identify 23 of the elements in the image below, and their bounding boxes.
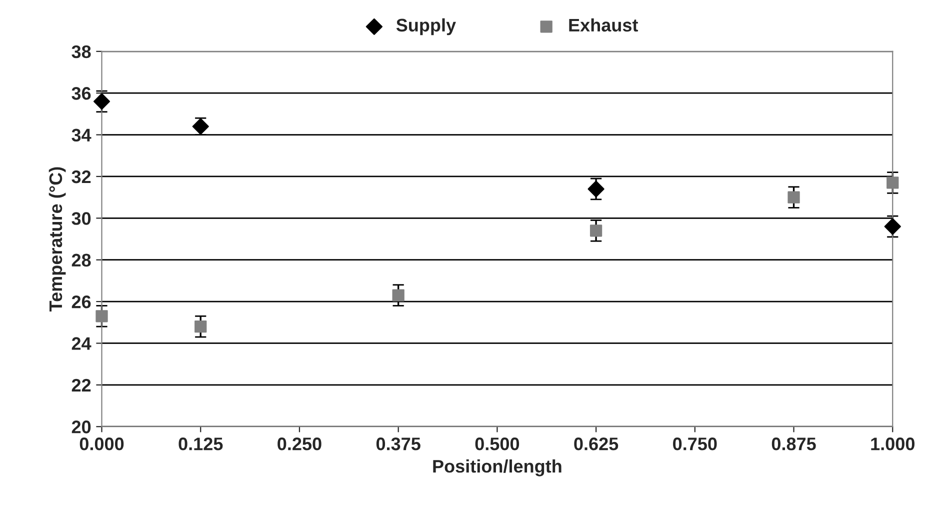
y-tick-label: 36	[72, 87, 91, 100]
y-tick-label: 38	[72, 45, 91, 58]
y-tick-label: 28	[72, 254, 91, 267]
x-tick-label: 0.125	[178, 438, 223, 450]
x-tick-label: 0.500	[475, 438, 520, 450]
y-tick-label: 24	[72, 337, 92, 350]
x-tick-label: 0.250	[278, 438, 322, 450]
legend-label: Supply	[396, 18, 456, 36]
y-tick-label: 32	[72, 170, 91, 184]
x-tick-label: 1.000	[871, 438, 914, 450]
x-tick-label: 0.625	[574, 438, 618, 450]
y-tick-label: 30	[72, 212, 91, 225]
y-tick-label: 20	[72, 420, 91, 434]
x-tick-label: 0.375	[376, 438, 420, 450]
legend-label: Exhaust	[569, 18, 638, 32]
y-tick-label: 26	[72, 295, 91, 308]
x-tick-label: 0.750	[673, 438, 717, 450]
x-axis-title: Position/length	[433, 459, 562, 476]
x-tick-label: 0.875	[772, 438, 816, 450]
y-tick-label: 22	[72, 378, 91, 392]
x-tick-label: 0.000	[80, 438, 124, 450]
y-axis-title: Temperature (°C)	[48, 167, 66, 312]
y-tick-label: 34	[72, 128, 92, 142]
